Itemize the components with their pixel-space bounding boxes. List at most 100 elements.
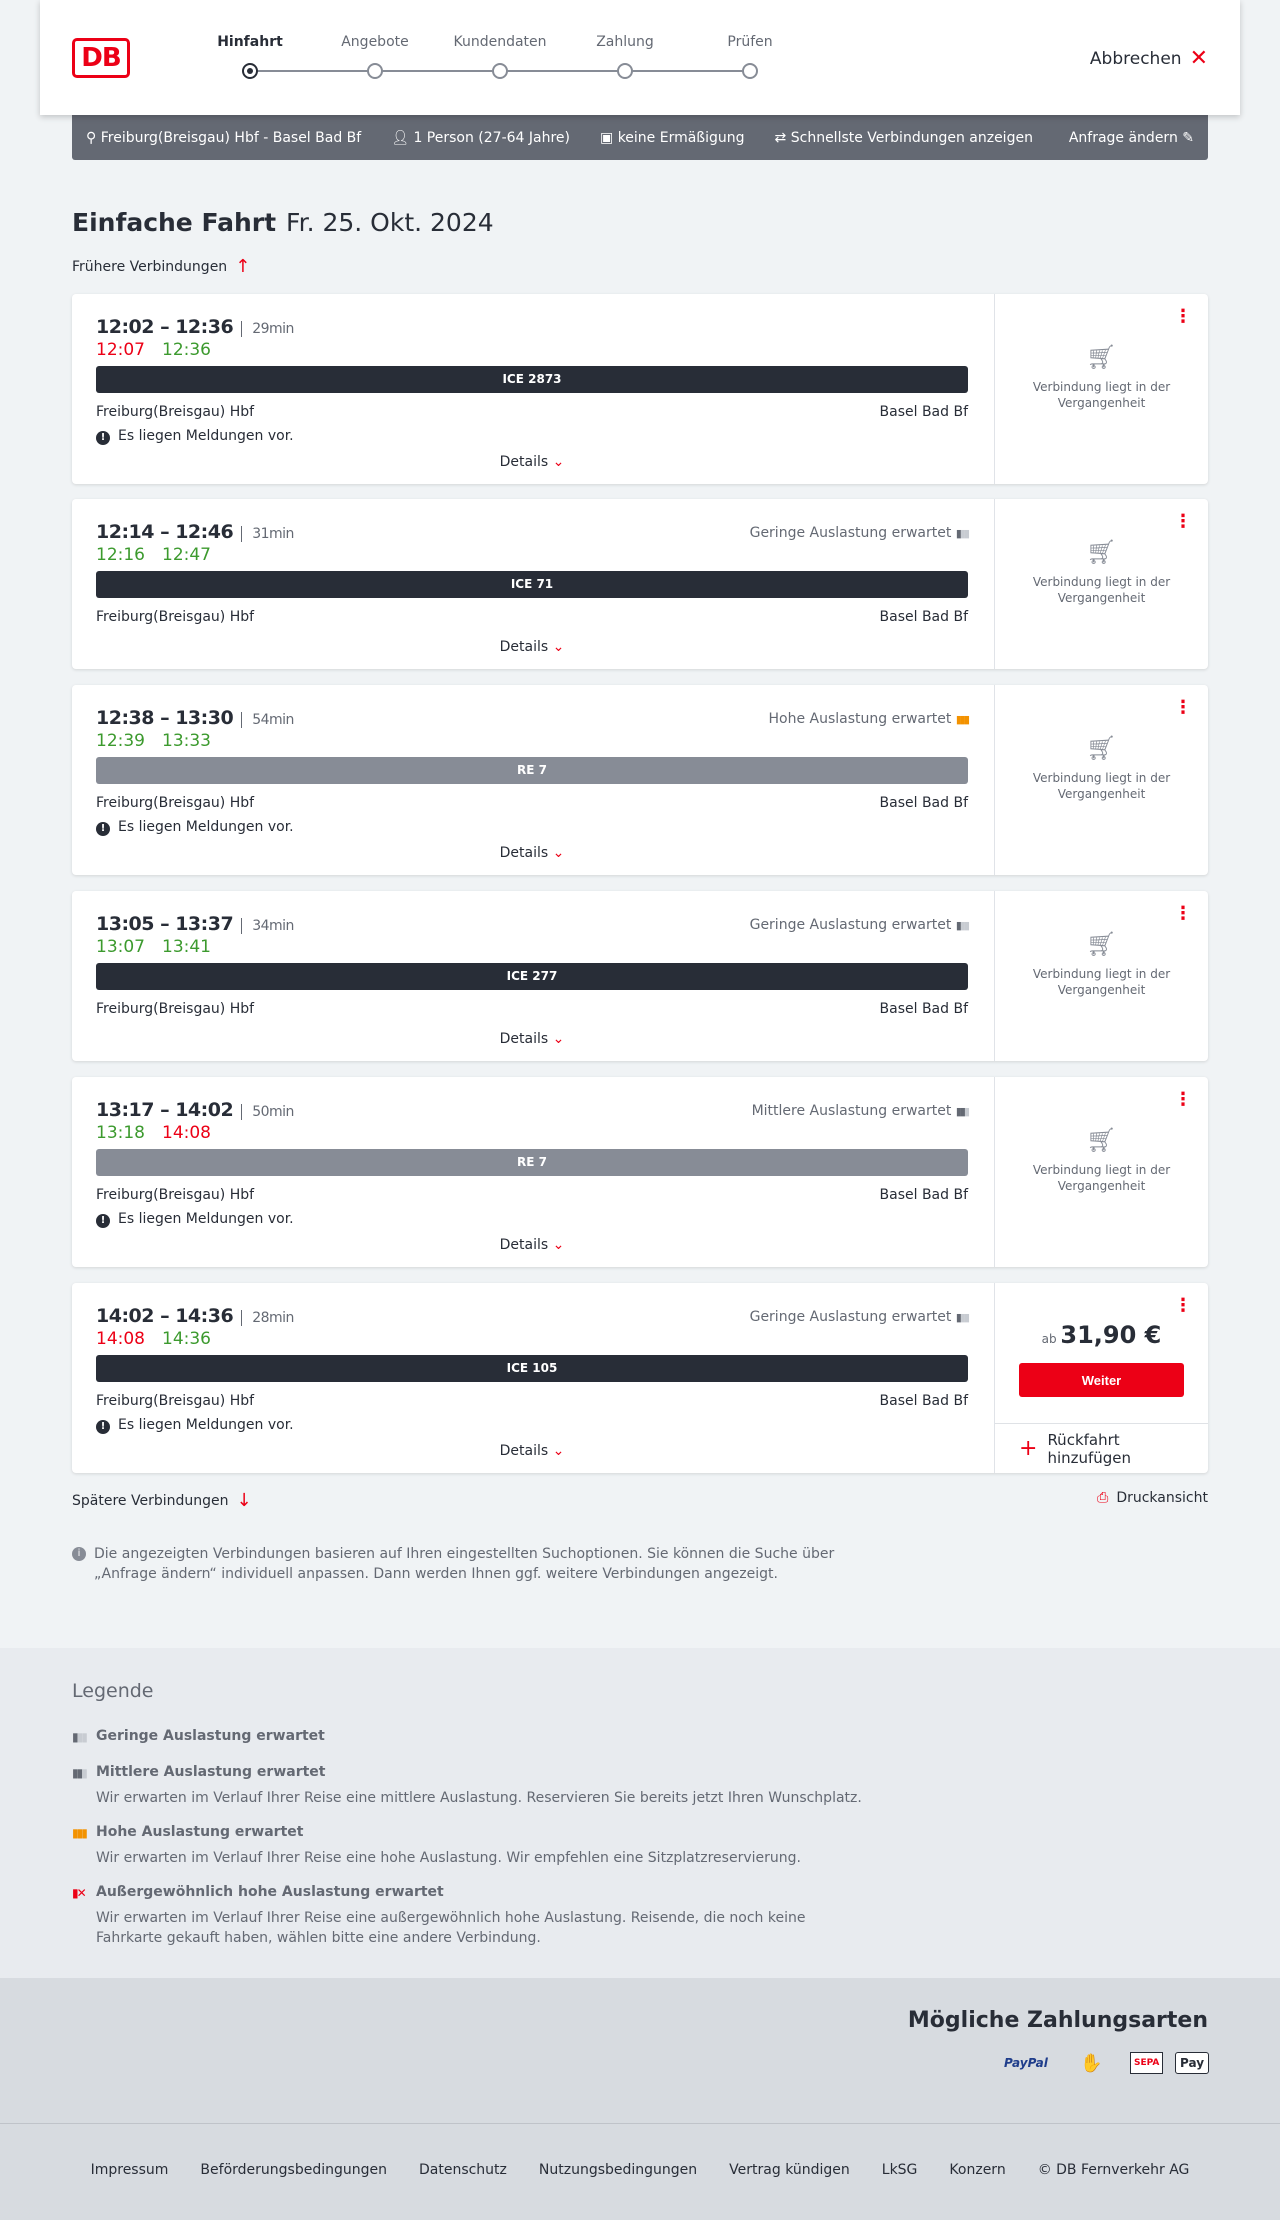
train-bar[interactable]: ICE 71 (96, 571, 968, 598)
legend-item-desc: Wir erwarten im Verlauf Ihrer Reise eine… (96, 1790, 862, 1806)
arrow-down-icon: ↓ (236, 1490, 252, 1511)
train-bar[interactable]: RE 7 (96, 1149, 968, 1176)
more-options-icon[interactable]: ⋮ (1174, 306, 1192, 327)
details-toggle[interactable]: Details ⌄ (96, 639, 968, 655)
edit-search-button[interactable]: Anfrage ändern ✎ (1069, 130, 1194, 146)
connection-card: 13:05 – 13:37 34min 13:07 13:41 Geringe Ausl… (72, 891, 1208, 1061)
legend-title: Legende (72, 1680, 154, 1702)
details-label: Details (499, 639, 553, 655)
footer-link-lksg[interactable]: LkSG (881, 2162, 918, 2178)
realtime-arrival: 14:36 (162, 1329, 211, 1349)
details-toggle[interactable]: Details ⌄ (96, 845, 968, 861)
more-options-icon[interactable]: ⋮ (1174, 697, 1192, 718)
chevron-down-icon: ⌄ (552, 639, 565, 655)
load-indicator: Hohe Auslastung erwartet ▮▮▮ (768, 711, 971, 727)
realtime-arrival: 13:33 (162, 731, 211, 751)
connection-main: 12:02 – 12:36 29min 12:07 12:36 ICE 2873 Frei… (96, 294, 968, 484)
load-bar: ▮ (963, 919, 970, 932)
footer-link-impressum[interactable]: Impressum (90, 2162, 169, 2178)
footer-link-konzern[interactable]: Konzern (949, 2162, 1006, 2178)
load-level-icon: ▮▮▮ (956, 919, 970, 932)
location-pin-icon: ⚲ (86, 129, 101, 146)
legend-item-desc: Wir erwarten im Verlauf Ihrer Reise eine… (96, 1910, 806, 1946)
db-logo[interactable]: DB (72, 38, 130, 78)
connection-offer: ⋮ 🛒︎ Verbindung liegt in der Vergangenheit (994, 294, 1208, 484)
earlier-connections-link[interactable]: Frühere Verbindungen ↑ (72, 256, 250, 277)
train-bar[interactable]: ICE 105 (96, 1355, 968, 1382)
payment-title: Mögliche Zahlungsarten (907, 2008, 1208, 2033)
info-note: i Die angezeigten Verbindungen basieren a… (72, 1544, 852, 1584)
footer-link-nutzung[interactable]: Nutzungsbedingungen (538, 2162, 698, 2178)
print-view-link[interactable]: ⎙ Druckansicht (1097, 1490, 1208, 1506)
load-bar: ▮ (959, 1105, 966, 1118)
train-bar[interactable]: ICE 277 (96, 963, 968, 990)
legend-item-title: Hohe Auslastung erwartet (96, 1824, 304, 1840)
connection-card: 12:38 – 13:30 54min 12:39 13:33 Hohe Auslast… (72, 685, 1208, 875)
connection-offer: ⋮ 🛒︎ Verbindung liegt in der Vergangenheit (994, 891, 1208, 1061)
connection-main: 12:14 – 12:46 31min 12:16 12:47 Geringe Ausl… (96, 499, 970, 669)
details-label: Details (499, 1031, 553, 1047)
connection-times: 13:05 – 13:37 34min (96, 913, 294, 935)
past-text: Verbindung liegt in der Vergangenheit (1032, 380, 1171, 410)
load-bar: ▮ (955, 1311, 962, 1324)
printer-icon: ⎙ (1097, 1490, 1109, 1506)
realtime-departure: 13:18 (96, 1123, 145, 1143)
info-note-text: Die angezeigten Verbindungen basieren au… (94, 1546, 835, 1582)
passenger-info: 👤︎ 1 Person (27-64 Jahre) (391, 130, 570, 146)
price-prefix: ab (1041, 1332, 1061, 1346)
connection-main: 13:17 – 14:02 50min 13:18 14:08 Mittlere Aus… (96, 1077, 970, 1267)
continue-button[interactable]: Weiter (1019, 1363, 1184, 1397)
load-bar: ▮ (963, 1105, 970, 1118)
chevron-down-icon: ⌄ (552, 845, 565, 861)
train-bar[interactable]: RE 7 (96, 757, 968, 784)
add-return-button[interactable]: + Rückfahrt hinzufügen (995, 1423, 1208, 1473)
later-connections-link[interactable]: Spätere Verbindungen ↓ (72, 1490, 252, 1511)
details-toggle[interactable]: Details ⌄ (96, 454, 968, 470)
connection-main: 14:02 – 14:36 28min 14:08 14:36 Geringe Ausl… (96, 1283, 970, 1473)
legend-item-high: ▮▮▮ Hohe Auslastung erwartet Wir erwarten … (72, 1824, 872, 1868)
details-toggle[interactable]: Details ⌄ (96, 1237, 968, 1253)
more-options-icon[interactable]: ⋮ (1174, 1089, 1192, 1110)
connection-offer: ⋮ 🛒︎ Verbindung liegt in der Vergangenheit (994, 685, 1208, 875)
details-toggle[interactable]: Details ⌄ (96, 1443, 968, 1459)
cancel-button[interactable]: Abbrechen ✕ (1090, 46, 1208, 71)
details-toggle[interactable]: Details ⌄ (96, 1031, 968, 1047)
load-bar: ▮ (955, 713, 962, 726)
legend-item-desc: Wir erwarten im Verlauf Ihrer Reise eine… (96, 1850, 801, 1866)
footer-link-datenschutz[interactable]: Datenschutz (418, 2162, 507, 2178)
connection-times: 12:38 – 13:30 54min (96, 707, 294, 729)
footer-link-befoerderung[interactable]: Beförderungsbedingungen (200, 2162, 387, 2178)
medium-load-icon: ▮▮▮ (72, 1766, 88, 1780)
load-bar: ▮ (959, 527, 966, 540)
discount-info: ▣ keine Ermäßigung (600, 130, 745, 146)
more-options-icon[interactable]: ⋮ (1174, 511, 1192, 532)
load-level-icon: ▮▮▮ (956, 1105, 970, 1118)
realtime-departure: 12:39 (96, 731, 145, 751)
trip-type: Einfache Fahrt (72, 208, 277, 237)
load-bar: ▮ (963, 1311, 970, 1324)
past-text: Verbindung liegt in der Vergangenheit (1032, 771, 1171, 801)
more-options-icon[interactable]: ⋮ (1174, 1295, 1192, 1316)
details-label: Details (499, 1237, 553, 1253)
load-indicator: Geringe Auslastung erwartet ▮▮▮ (749, 525, 970, 541)
train-bar[interactable]: ICE 2873 (96, 366, 968, 393)
chevron-down-icon: ⌄ (552, 1237, 565, 1253)
legend-item-title: Mittlere Auslastung erwartet (96, 1764, 326, 1780)
sepa-icon: SEPA (1130, 2052, 1164, 2074)
load-bar: ▮ (963, 713, 970, 726)
trip-date: Fr. 25. Okt. 2024 (286, 208, 494, 237)
more-options-icon[interactable]: ⋮ (1174, 903, 1192, 924)
departure-station: Freiburg(Breisgau) Hbf (96, 404, 255, 420)
past-text: Verbindung liegt in der Vergangenheit (1032, 967, 1171, 997)
load-bar: ▮ (959, 1311, 966, 1324)
connection-card: 12:02 – 12:36 29min 12:07 12:36 ICE 2873 Frei… (72, 294, 1208, 484)
fastest-info: ⇄ Schnellste Verbindungen anzeigen (775, 130, 1033, 146)
chevron-down-icon: ⌄ (552, 1031, 565, 1047)
exceptional-load-icon: ▮✕ (72, 1886, 87, 1900)
realtime-arrival: 13:41 (162, 937, 211, 957)
low-load-icon: ▮▮▮ (72, 1730, 88, 1744)
swap-icon: ⇄ (774, 129, 791, 146)
cart-unavailable-icon: 🛒︎ (1086, 734, 1117, 762)
connection-times: 12:14 – 12:46 31min (96, 521, 294, 543)
footer-link-vertrag[interactable]: Vertrag kündigen (729, 2162, 850, 2178)
